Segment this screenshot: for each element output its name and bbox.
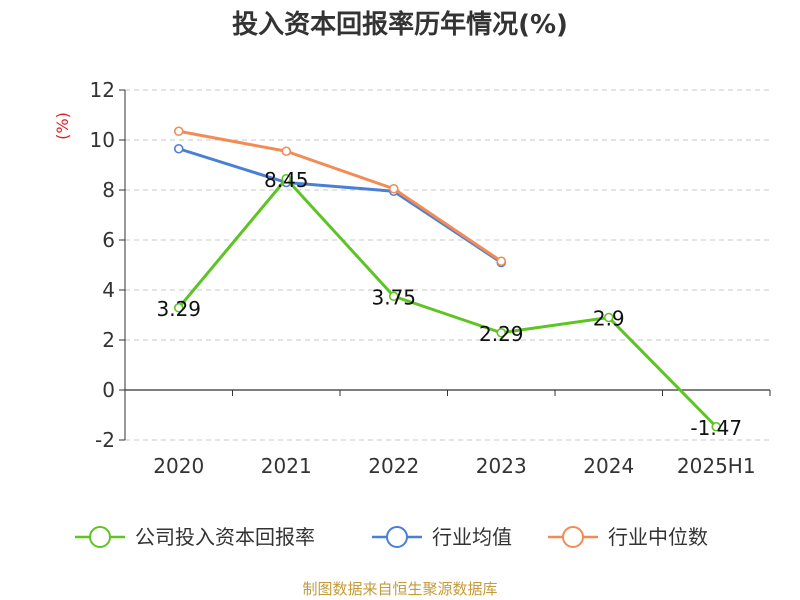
legend-label: 行业中位数 bbox=[608, 525, 708, 549]
y-tick-label: 8 bbox=[102, 178, 115, 202]
y-tick-label: -2 bbox=[95, 428, 115, 452]
data-point bbox=[388, 291, 399, 302]
data-label: 8.45 bbox=[264, 168, 309, 192]
y-tick-label: 2 bbox=[102, 328, 115, 352]
data-label: 2.9 bbox=[593, 307, 625, 331]
chart-title: 投入资本回报率历年情况(%) bbox=[232, 9, 568, 40]
series-group bbox=[173, 126, 722, 432]
y-tick-label: 6 bbox=[102, 228, 115, 252]
axes bbox=[119, 89, 771, 441]
data-point bbox=[496, 256, 507, 267]
y-tick-label: 12 bbox=[90, 78, 115, 102]
x-tick-labels: 2020 2021 2022 2023 2024 2025H1 bbox=[153, 454, 755, 478]
y-tick-label: 10 bbox=[90, 128, 115, 152]
x-tick-label: 2020 bbox=[153, 454, 204, 478]
legend: 公司投入资本回报率 行业均值 行业中位数 bbox=[75, 525, 708, 549]
y-tick-label: 4 bbox=[102, 278, 115, 302]
data-point bbox=[173, 143, 184, 154]
data-point bbox=[388, 183, 399, 194]
data-label: 3.75 bbox=[371, 285, 416, 309]
y-tick-label: 0 bbox=[102, 378, 115, 402]
series-line bbox=[178, 147, 503, 264]
data-label: -1.47 bbox=[690, 416, 742, 440]
grid-lines bbox=[125, 89, 770, 441]
data-point bbox=[711, 421, 722, 432]
data-label: 2.29 bbox=[479, 322, 524, 346]
data-label: 3.29 bbox=[156, 297, 201, 321]
data-point bbox=[173, 126, 184, 137]
source-note: 制图数据来自恒生聚源数据库 bbox=[302, 580, 497, 598]
legend-label: 公司投入资本回报率 bbox=[135, 525, 315, 549]
x-tick-label: 2022 bbox=[368, 454, 419, 478]
data-point bbox=[173, 302, 184, 313]
x-tick-label: 2025H1 bbox=[677, 454, 756, 478]
y-axis-label: (%) bbox=[53, 112, 72, 140]
y-tick-labels: -2 0 2 4 6 8 10 12 bbox=[90, 78, 115, 452]
data-point bbox=[281, 173, 292, 184]
legend-label: 行业均值 bbox=[432, 525, 512, 549]
data-labels: 3.29 8.45 3.75 2.29 2.9 -1.47 bbox=[156, 168, 742, 440]
x-tick-label: 2021 bbox=[261, 454, 312, 478]
x-tick-label: 2024 bbox=[583, 454, 634, 478]
data-point bbox=[496, 327, 507, 338]
data-point bbox=[281, 146, 292, 157]
data-point bbox=[603, 312, 614, 323]
series-line bbox=[178, 129, 503, 263]
legend-marker bbox=[386, 526, 408, 548]
series-line bbox=[177, 177, 718, 428]
legend-marker bbox=[562, 526, 584, 548]
legend-marker bbox=[89, 526, 111, 548]
x-tick-label: 2023 bbox=[476, 454, 527, 478]
